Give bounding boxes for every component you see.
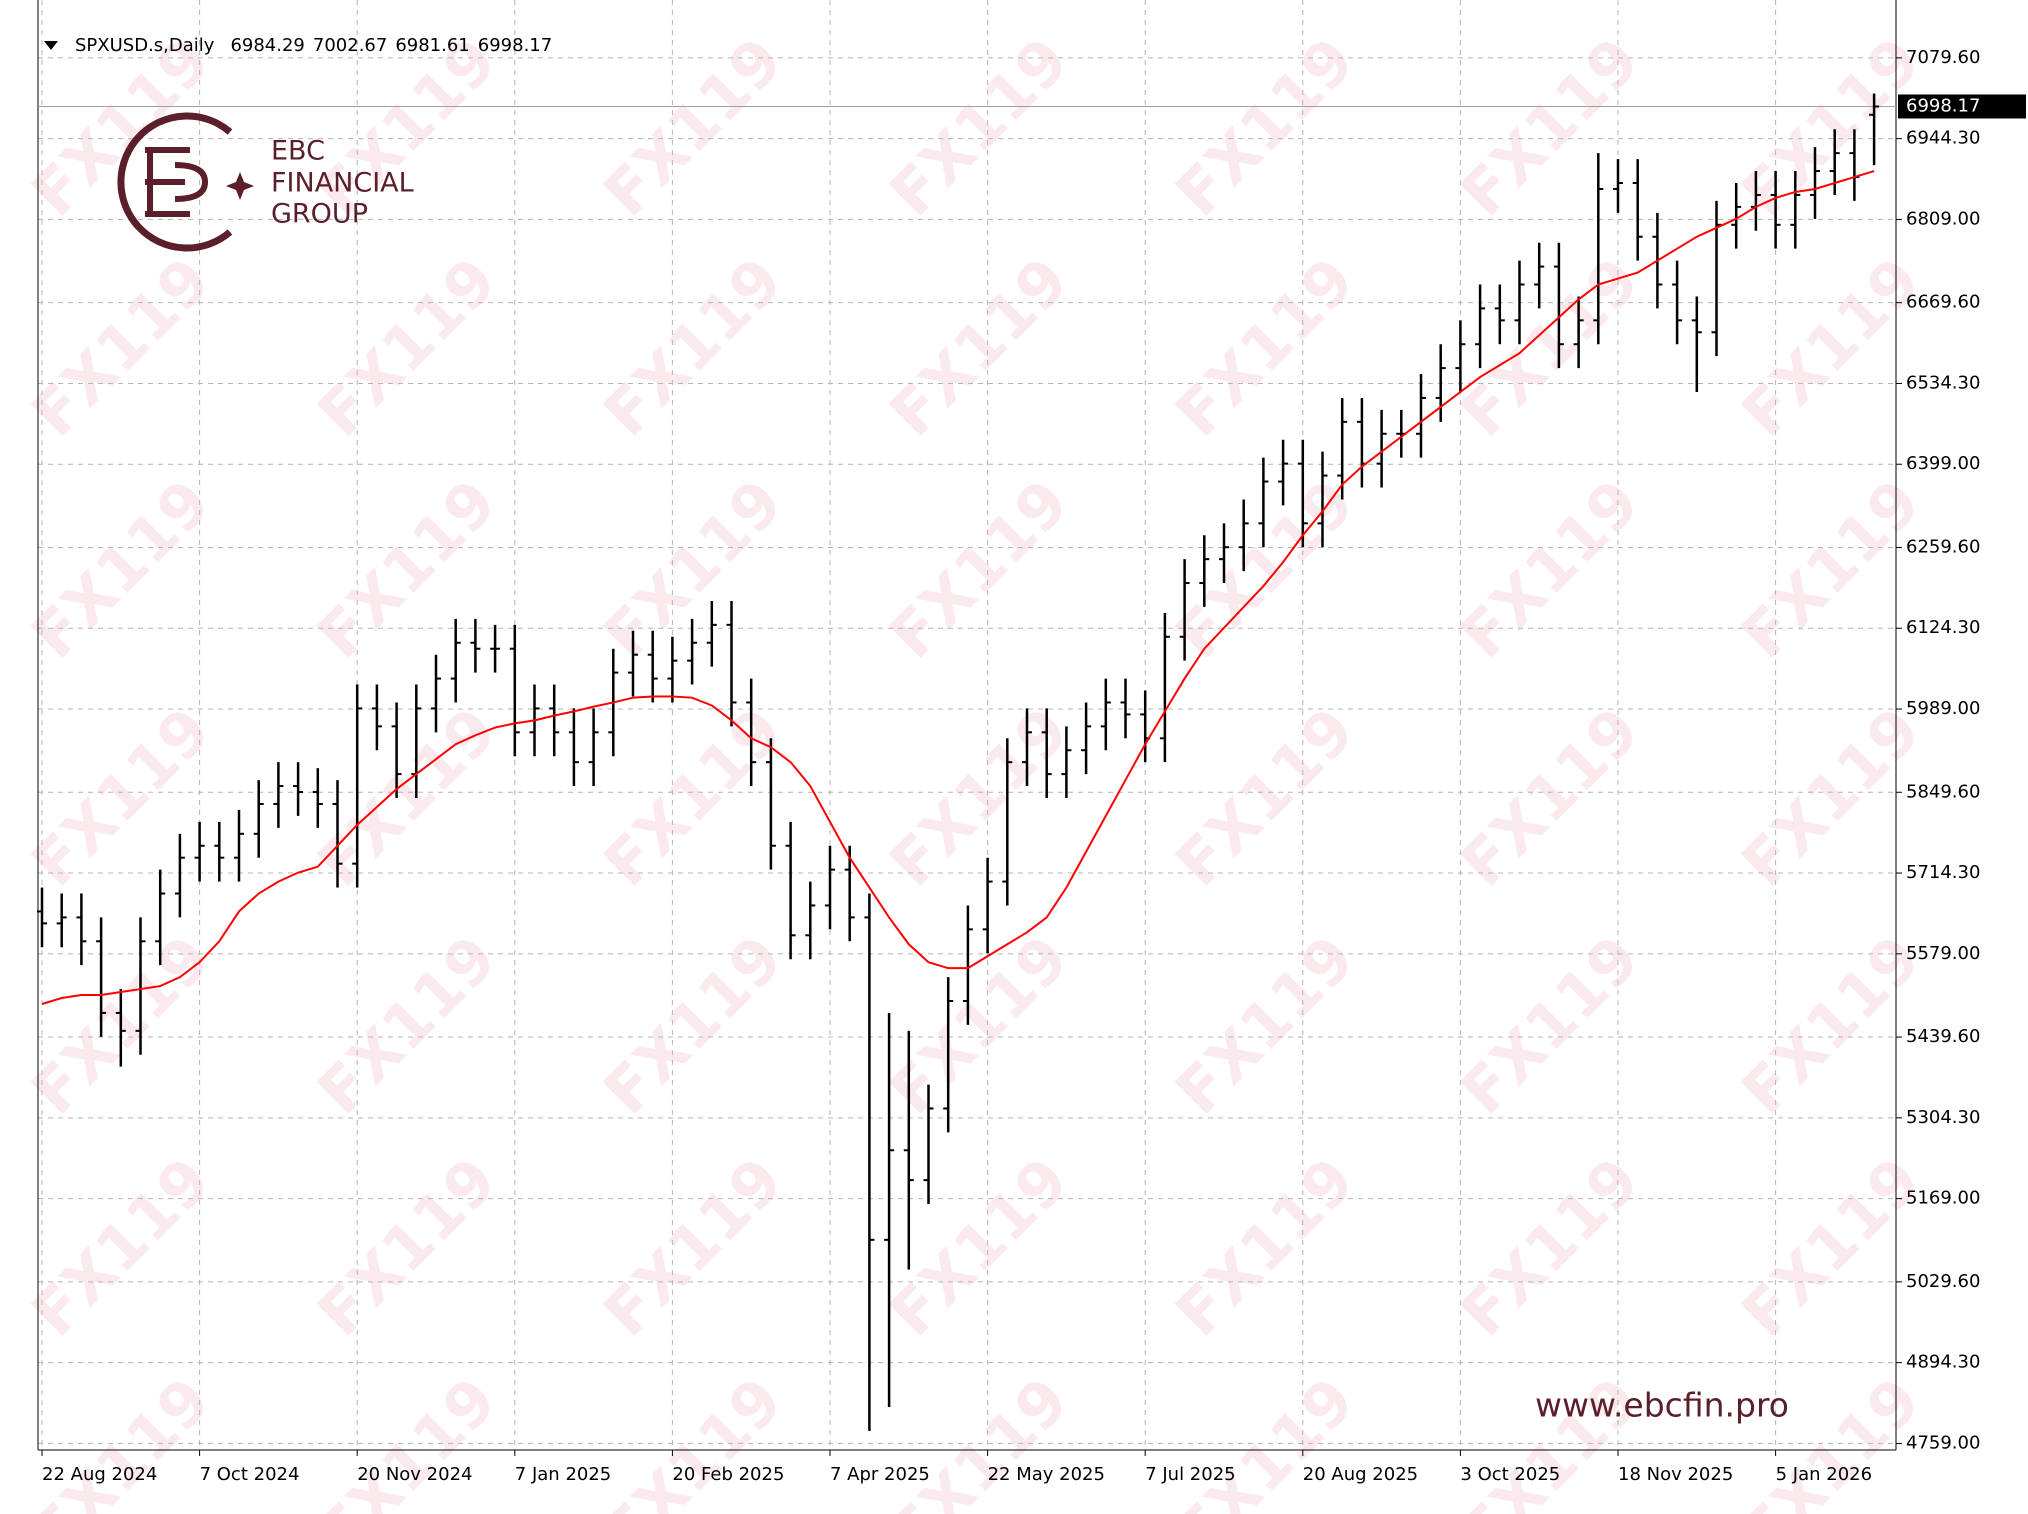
logo-star xyxy=(226,172,254,200)
y-tick-label: 5849.60 xyxy=(1906,781,1980,802)
logo-text: EBC xyxy=(271,136,325,167)
y-tick-label: 7079.60 xyxy=(1906,47,1980,68)
y-tick-label: 5304.30 xyxy=(1906,1107,1980,1128)
y-tick-label: 6259.60 xyxy=(1906,536,1980,557)
x-tick-label: 7 Jul 2025 xyxy=(1145,1464,1235,1485)
x-tick-label: 3 Oct 2025 xyxy=(1460,1464,1560,1485)
x-tick-label: 7 Jan 2025 xyxy=(515,1464,611,1485)
y-tick-label: 5439.60 xyxy=(1906,1026,1980,1047)
x-tick-label: 7 Apr 2025 xyxy=(830,1464,930,1485)
y-tick-label: 4759.00 xyxy=(1906,1432,1980,1453)
x-tick-label: 22 Aug 2024 xyxy=(42,1464,157,1485)
symbol: SPXUSD.s,Daily xyxy=(75,35,215,56)
price-label: 6998.17 xyxy=(1906,95,1980,116)
y-tick-label: 6534.30 xyxy=(1906,372,1980,393)
x-tick-label: 5 Jan 2026 xyxy=(1776,1464,1872,1485)
header-value: 6984.29 xyxy=(230,35,304,56)
y-tick-label: 6809.00 xyxy=(1906,208,1980,229)
logo-text: FINANCIAL xyxy=(271,168,414,199)
menu-arrow xyxy=(44,41,58,50)
x-tick-label: 22 May 2025 xyxy=(988,1464,1105,1485)
x-tick-label: 20 Nov 2024 xyxy=(357,1464,472,1485)
header-value: 7002.67 xyxy=(313,35,387,56)
y-tick-label: 5579.00 xyxy=(1906,943,1980,964)
y-tick-label: 4894.30 xyxy=(1906,1352,1980,1373)
y-tick-label: 5169.00 xyxy=(1906,1188,1980,1209)
logo-mark xyxy=(145,147,209,217)
y-tick-label: 6944.30 xyxy=(1906,128,1980,149)
y-tick-label: 6669.60 xyxy=(1906,292,1980,313)
y-tick-label: 5714.30 xyxy=(1906,862,1980,883)
logo: EBC FINANCIAL GROUP xyxy=(117,112,414,252)
x-tick-label: 7 Oct 2024 xyxy=(200,1464,300,1485)
price-box xyxy=(1898,94,2026,119)
header-value: 6981.61 xyxy=(395,35,469,56)
y-tick-label: 6124.30 xyxy=(1906,617,1980,638)
logo-ring xyxy=(117,112,233,252)
x-tick-label: 20 Feb 2025 xyxy=(672,1464,784,1485)
y-tick-label: 6399.00 xyxy=(1906,453,1980,474)
y-tick-label: 5989.00 xyxy=(1906,698,1980,719)
x-tick-label: 18 Nov 2025 xyxy=(1618,1464,1733,1485)
website: www.ebcfin.pro xyxy=(1535,1386,1789,1425)
logo-text: GROUP xyxy=(271,199,368,230)
moving-average xyxy=(41,170,1875,1005)
plot xyxy=(37,93,1896,1431)
x-tick-label: 20 Aug 2025 xyxy=(1303,1464,1418,1485)
header-value: 6998.17 xyxy=(478,35,552,56)
y-tick-label: 5029.60 xyxy=(1906,1271,1980,1292)
